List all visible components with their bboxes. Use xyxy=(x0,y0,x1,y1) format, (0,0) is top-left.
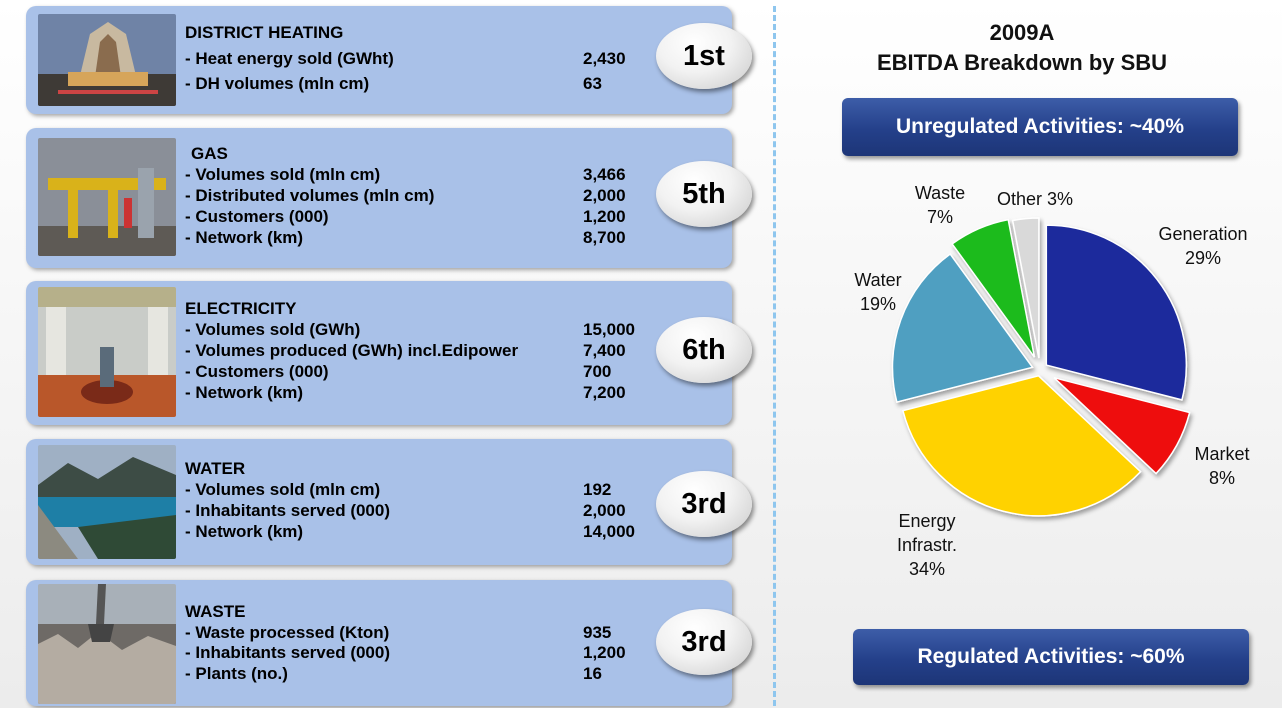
segment-card-district-heating: DISTRICT HEATING - Heat energy sold (GWh… xyxy=(26,6,752,114)
segment-row-label: - Volumes sold (mln cm) xyxy=(185,480,381,499)
pie-slice-water xyxy=(891,252,1034,404)
regulated-activities-banner: Regulated Activities: ~60% xyxy=(853,629,1249,685)
segment-row-label: - Network (km) xyxy=(185,383,304,402)
segment-row-value: 1,200 xyxy=(583,643,626,662)
rank-badge: 1st xyxy=(656,23,752,89)
segment-row-value: 1,200 xyxy=(583,207,626,226)
segment-row-value: 2,430 xyxy=(583,49,626,68)
pie-label-market: Market 8% xyxy=(1194,444,1249,488)
pie-slice-waste xyxy=(951,218,1036,358)
gas-photo xyxy=(38,138,176,256)
dashed-divider xyxy=(773,6,776,706)
segment-card-gas: GAS - Volumes sold (mln cm) 3,466 - Dist… xyxy=(26,128,752,268)
segment-title: GAS xyxy=(191,144,228,163)
segment-row-label: - DH volumes (mln cm) xyxy=(185,74,370,93)
rank-badge: 6th xyxy=(656,317,752,383)
segment-row-value: 2,000 xyxy=(583,186,626,205)
segment-row-value: 63 xyxy=(583,74,602,93)
segment-row-label: - Volumes sold (GWh) xyxy=(185,320,361,339)
segment-row-label: - Waste processed (Kton) xyxy=(185,623,390,642)
segment-row-label: - Volumes sold (mln cm) xyxy=(185,165,381,184)
segment-row-value: 16 xyxy=(583,664,602,683)
segment-card-water: WATER - Volumes sold (mln cm) 192 - Inha… xyxy=(26,439,752,565)
pie-label-other: Other 3% xyxy=(997,189,1073,209)
segment-row-label: - Inhabitants served (000) xyxy=(185,643,391,662)
pie-label-energy-infrastr: Energy Infrastr. 34% xyxy=(897,511,957,579)
water-photo xyxy=(38,445,176,559)
pie-slice-energy-infrastr xyxy=(901,374,1142,517)
segment-row-label: - Volumes produced (GWh) incl.Edipower xyxy=(185,341,519,360)
segment-row-value: 700 xyxy=(583,362,612,381)
chart-subtitle: EBITDA Breakdown by SBU xyxy=(876,50,1168,75)
waste-photo xyxy=(38,584,176,704)
segment-row-value: 2,000 xyxy=(583,501,626,520)
segment-card-waste: WASTE - Waste processed (Kton) 935 - Inh… xyxy=(26,580,752,706)
unregulated-activities-banner: Unregulated Activities: ~40% xyxy=(842,98,1238,156)
pie-label-water: Water 19% xyxy=(854,270,901,314)
segment-card-electricity: ELECTRICITY - Volumes sold (GWh) 15,000 … xyxy=(26,281,752,425)
segment-row-label: - Customers (000) xyxy=(185,362,329,381)
segment-row-label: - Customers (000) xyxy=(185,207,329,226)
rank-badge: 5th xyxy=(656,161,752,227)
pie-slice-market xyxy=(1053,376,1191,475)
rank-badge: 3rd xyxy=(656,609,752,675)
segment-row-label: - Distributed volumes (mln cm) xyxy=(185,186,435,205)
district-heating-photo xyxy=(38,14,176,106)
chart-title: 2009A xyxy=(989,20,1055,45)
pie-slice-other xyxy=(1011,217,1040,359)
segment-row-label: - Network (km) xyxy=(185,522,304,541)
segment-title: WATER xyxy=(185,459,246,478)
segment-row-value: 192 xyxy=(583,480,612,499)
electricity-photo xyxy=(38,287,176,417)
segment-row-value: 3,466 xyxy=(583,165,626,184)
segment-row-label: - Plants (no.) xyxy=(185,664,288,683)
segment-row-value: 15,000 xyxy=(583,320,635,339)
rank-badge: 3rd xyxy=(656,471,752,537)
segment-row-label: - Heat energy sold (GWht) xyxy=(185,49,394,68)
pie-label-waste: Waste 7% xyxy=(915,183,965,227)
segment-row-label: - Inhabitants served (000) xyxy=(185,501,391,520)
segment-row-value: 7,200 xyxy=(583,383,626,402)
segment-row-label: - Network (km) xyxy=(185,228,304,247)
segment-title: WASTE xyxy=(185,602,246,621)
segment-row-value: 935 xyxy=(583,623,612,642)
segment-title: ELECTRICITY xyxy=(185,299,297,318)
pie-slice-generation xyxy=(1045,224,1188,401)
segment-row-value: 8,700 xyxy=(583,228,626,247)
pie-label-generation: Generation 29% xyxy=(1158,224,1247,268)
segment-title: DISTRICT HEATING xyxy=(185,23,344,42)
segment-row-value: 14,000 xyxy=(583,522,635,541)
segment-row-value: 7,400 xyxy=(583,341,626,360)
